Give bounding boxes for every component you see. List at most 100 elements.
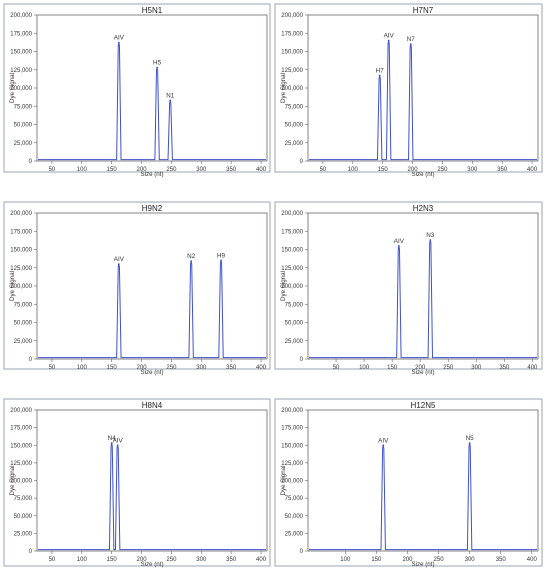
y-tick-label: 150,000	[10, 443, 32, 449]
y-axis-label: Dye Signal	[280, 271, 287, 301]
y-tick-label: 0	[29, 357, 33, 363]
chart-title: H8N4	[142, 401, 163, 410]
y-tick-label: 175,000	[281, 31, 303, 37]
y-tick-label: 75,000	[14, 496, 33, 502]
x-tick-label: 250	[166, 557, 177, 563]
x-tick-label: 350	[226, 365, 237, 371]
peak-point	[117, 41, 120, 44]
x-tick-label: 300	[471, 365, 482, 371]
panel-border	[3, 3, 271, 173]
chart-panel: H9N2025,00050,00075,000100,000125,000150…	[3, 201, 271, 376]
chart-title: H2N3	[413, 204, 434, 213]
y-tick-label: 75,000	[285, 496, 304, 502]
x-tick-label: 50	[320, 167, 327, 173]
y-tick-label: 50,000	[285, 123, 304, 129]
y-tick-label: 200,000	[10, 211, 32, 217]
x-tick-label: 100	[348, 167, 359, 173]
chart-title: H7N7	[413, 6, 434, 15]
x-tick-label: 150	[371, 557, 382, 563]
y-tick-label: 0	[300, 159, 304, 165]
x-axis-label: Size (nt)	[140, 171, 163, 178]
y-axis-label: Dye Signal	[9, 271, 16, 301]
x-axis-label: Size (nt)	[411, 369, 434, 376]
x-tick-label: 150	[107, 557, 118, 563]
x-tick-label: 300	[196, 167, 207, 173]
x-tick-label: 200	[137, 167, 148, 173]
y-tick-label: 200,000	[10, 408, 32, 414]
y-tick-label: 75,000	[285, 302, 304, 308]
y-tick-label: 150,000	[281, 248, 303, 254]
peak-point	[382, 444, 385, 447]
x-tick-label: 400	[256, 167, 267, 173]
panel-border	[274, 398, 543, 567]
y-tick-label: 175,000	[281, 229, 303, 235]
x-tick-label: 400	[527, 365, 538, 371]
y-tick-label: 125,000	[281, 461, 303, 467]
peak-label: N4	[108, 435, 117, 442]
y-tick-label: 25,000	[14, 141, 33, 147]
x-axis-label: Size (nt)	[140, 561, 163, 568]
peak-point	[110, 442, 113, 445]
peak-point	[468, 442, 471, 445]
peak-point	[387, 39, 390, 42]
y-tick-label: 200,000	[281, 13, 303, 19]
peak-label: N3	[426, 232, 435, 239]
peak-label: AIV	[113, 437, 124, 444]
peak-label: N1	[166, 92, 175, 99]
x-tick-label: 350	[497, 167, 508, 173]
y-tick-label: 175,000	[10, 426, 32, 432]
y-tick-label: 125,000	[10, 266, 32, 272]
y-tick-label: 175,000	[10, 31, 32, 37]
y-tick-label: 50,000	[14, 321, 33, 327]
y-tick-label: 150,000	[10, 248, 32, 254]
x-tick-label: 100	[77, 557, 88, 563]
y-tick-label: 100,000	[281, 284, 303, 290]
y-tick-label: 125,000	[10, 68, 32, 74]
x-tick-label: 250	[166, 167, 177, 173]
x-tick-label: 400	[256, 557, 267, 563]
y-tick-label: 125,000	[281, 68, 303, 74]
chart-title: H9N2	[142, 204, 163, 213]
x-tick-label: 200	[415, 365, 426, 371]
x-tick-label: 250	[443, 365, 454, 371]
peak-label: H7	[376, 68, 385, 75]
y-tick-label: 150,000	[281, 50, 303, 56]
panel-border	[274, 201, 543, 370]
peak-point	[169, 99, 172, 102]
y-tick-label: 100,000	[281, 479, 303, 485]
x-tick-label: 350	[499, 365, 510, 371]
y-tick-label: 75,000	[14, 302, 33, 308]
x-tick-label: 350	[496, 557, 507, 563]
peak-label: N2	[187, 253, 196, 260]
y-tick-label: 175,000	[281, 426, 303, 432]
chart-panel: H2N3 0 25,000 50,000 75,000 100,000 125,000 150…	[274, 201, 543, 376]
peak-label: AIV	[384, 33, 395, 40]
y-tick-label: 175,000	[10, 229, 32, 235]
peak-label: N5	[466, 435, 475, 442]
x-tick-label: 400	[527, 557, 538, 563]
x-tick-label: 200	[408, 167, 419, 173]
x-tick-label: 250	[166, 365, 177, 371]
peak-point	[116, 444, 119, 447]
y-axis-label: Dye Signal	[280, 466, 287, 496]
peak-label: AIV	[114, 256, 125, 263]
y-tick-label: 75,000	[285, 104, 304, 110]
y-tick-label: 100,000	[10, 479, 32, 485]
y-axis-label: Dye Signal	[280, 73, 287, 103]
y-tick-label: 100,000	[281, 86, 303, 92]
x-tick-label: 300	[465, 557, 476, 563]
y-tick-label: 0	[300, 549, 304, 555]
panel-border	[274, 3, 543, 173]
chart-panel: H12N5 0 25,000 50,000 75,000 100,000 125,000 15…	[274, 398, 543, 568]
x-tick-label: 150	[107, 365, 118, 371]
peak-label: H9	[217, 252, 226, 259]
y-tick-label: 200,000	[10, 13, 32, 19]
y-tick-label: 125,000	[10, 461, 32, 467]
x-tick-label: 100	[77, 167, 88, 173]
x-tick-label: 300	[196, 365, 207, 371]
x-tick-label: 300	[196, 557, 207, 563]
peak-label: AIV	[394, 238, 405, 245]
y-tick-label: 25,000	[285, 531, 304, 537]
signal-trace	[38, 443, 266, 551]
